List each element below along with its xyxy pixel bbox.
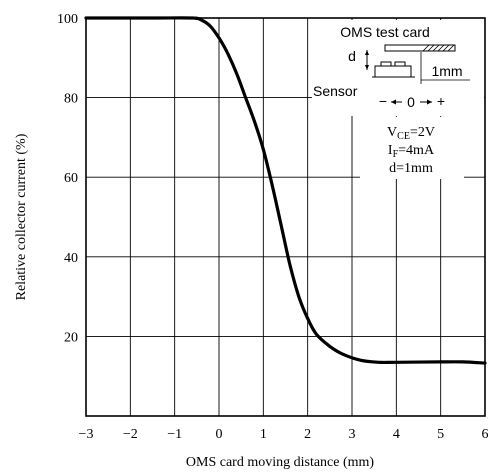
series-line (84, 16, 487, 365)
x-tick-labels: −3 −2 −1 0 1 2 3 4 5 6 (79, 427, 489, 442)
direction-minus: − (379, 93, 387, 109)
gap-arrow-bottom (365, 65, 369, 70)
plot-frame (85, 17, 486, 417)
x-tick-label: 4 (393, 427, 400, 442)
inset-d-label: d (348, 48, 356, 64)
y-axis-label: Relative collector current (%) (14, 133, 29, 300)
x-tick-label: −2 (123, 427, 138, 442)
y-tick-label: 40 (64, 251, 78, 266)
direction-plus: + (437, 93, 445, 109)
inset-sensor-label: Sensor (313, 83, 358, 99)
y-tick-label: 60 (64, 171, 78, 186)
sensor-body (374, 65, 412, 78)
inset-width-label: 1mm (431, 63, 462, 79)
y-tick-label: 20 (64, 330, 78, 345)
y-tick-labels: 20 40 60 80 100 (57, 12, 78, 345)
inset-illustration: OMS test card d 1mm Sensor − 0 + (312, 20, 484, 116)
x-tick-label: 5 (437, 427, 444, 442)
x-tick-label: 6 (482, 427, 489, 442)
condition-vce: VCE=2V (387, 125, 435, 142)
y-tick-label: 80 (64, 92, 78, 107)
x-tick-label: −3 (79, 427, 94, 442)
x-tick-label: −1 (167, 427, 182, 442)
direction-zero: 0 (407, 94, 415, 110)
inset-card-label: OMS test card (340, 24, 429, 40)
direction-arrowhead-right (427, 99, 432, 105)
sensor-element (380, 61, 392, 67)
conditions-background (360, 117, 464, 179)
sensor-element (394, 61, 406, 67)
direction-arrowhead-left (391, 99, 396, 105)
x-tick-label: 2 (304, 427, 311, 442)
condition-if: IF=4mA (388, 143, 435, 160)
x-tick-label: 3 (349, 427, 356, 442)
x-axis-label: OMS card moving distance (mm) (186, 455, 375, 470)
x-tick-label: 1 (260, 427, 267, 442)
gap-arrow-top (365, 50, 369, 55)
test-card-hatch (422, 44, 455, 52)
operating-conditions: VCE=2V IF=4mA d=1mm (360, 117, 464, 179)
y-tick-label: 100 (57, 12, 78, 27)
condition-d: d=1mm (389, 161, 433, 176)
test-card (384, 44, 456, 52)
x-tick-label: 0 (216, 427, 223, 442)
